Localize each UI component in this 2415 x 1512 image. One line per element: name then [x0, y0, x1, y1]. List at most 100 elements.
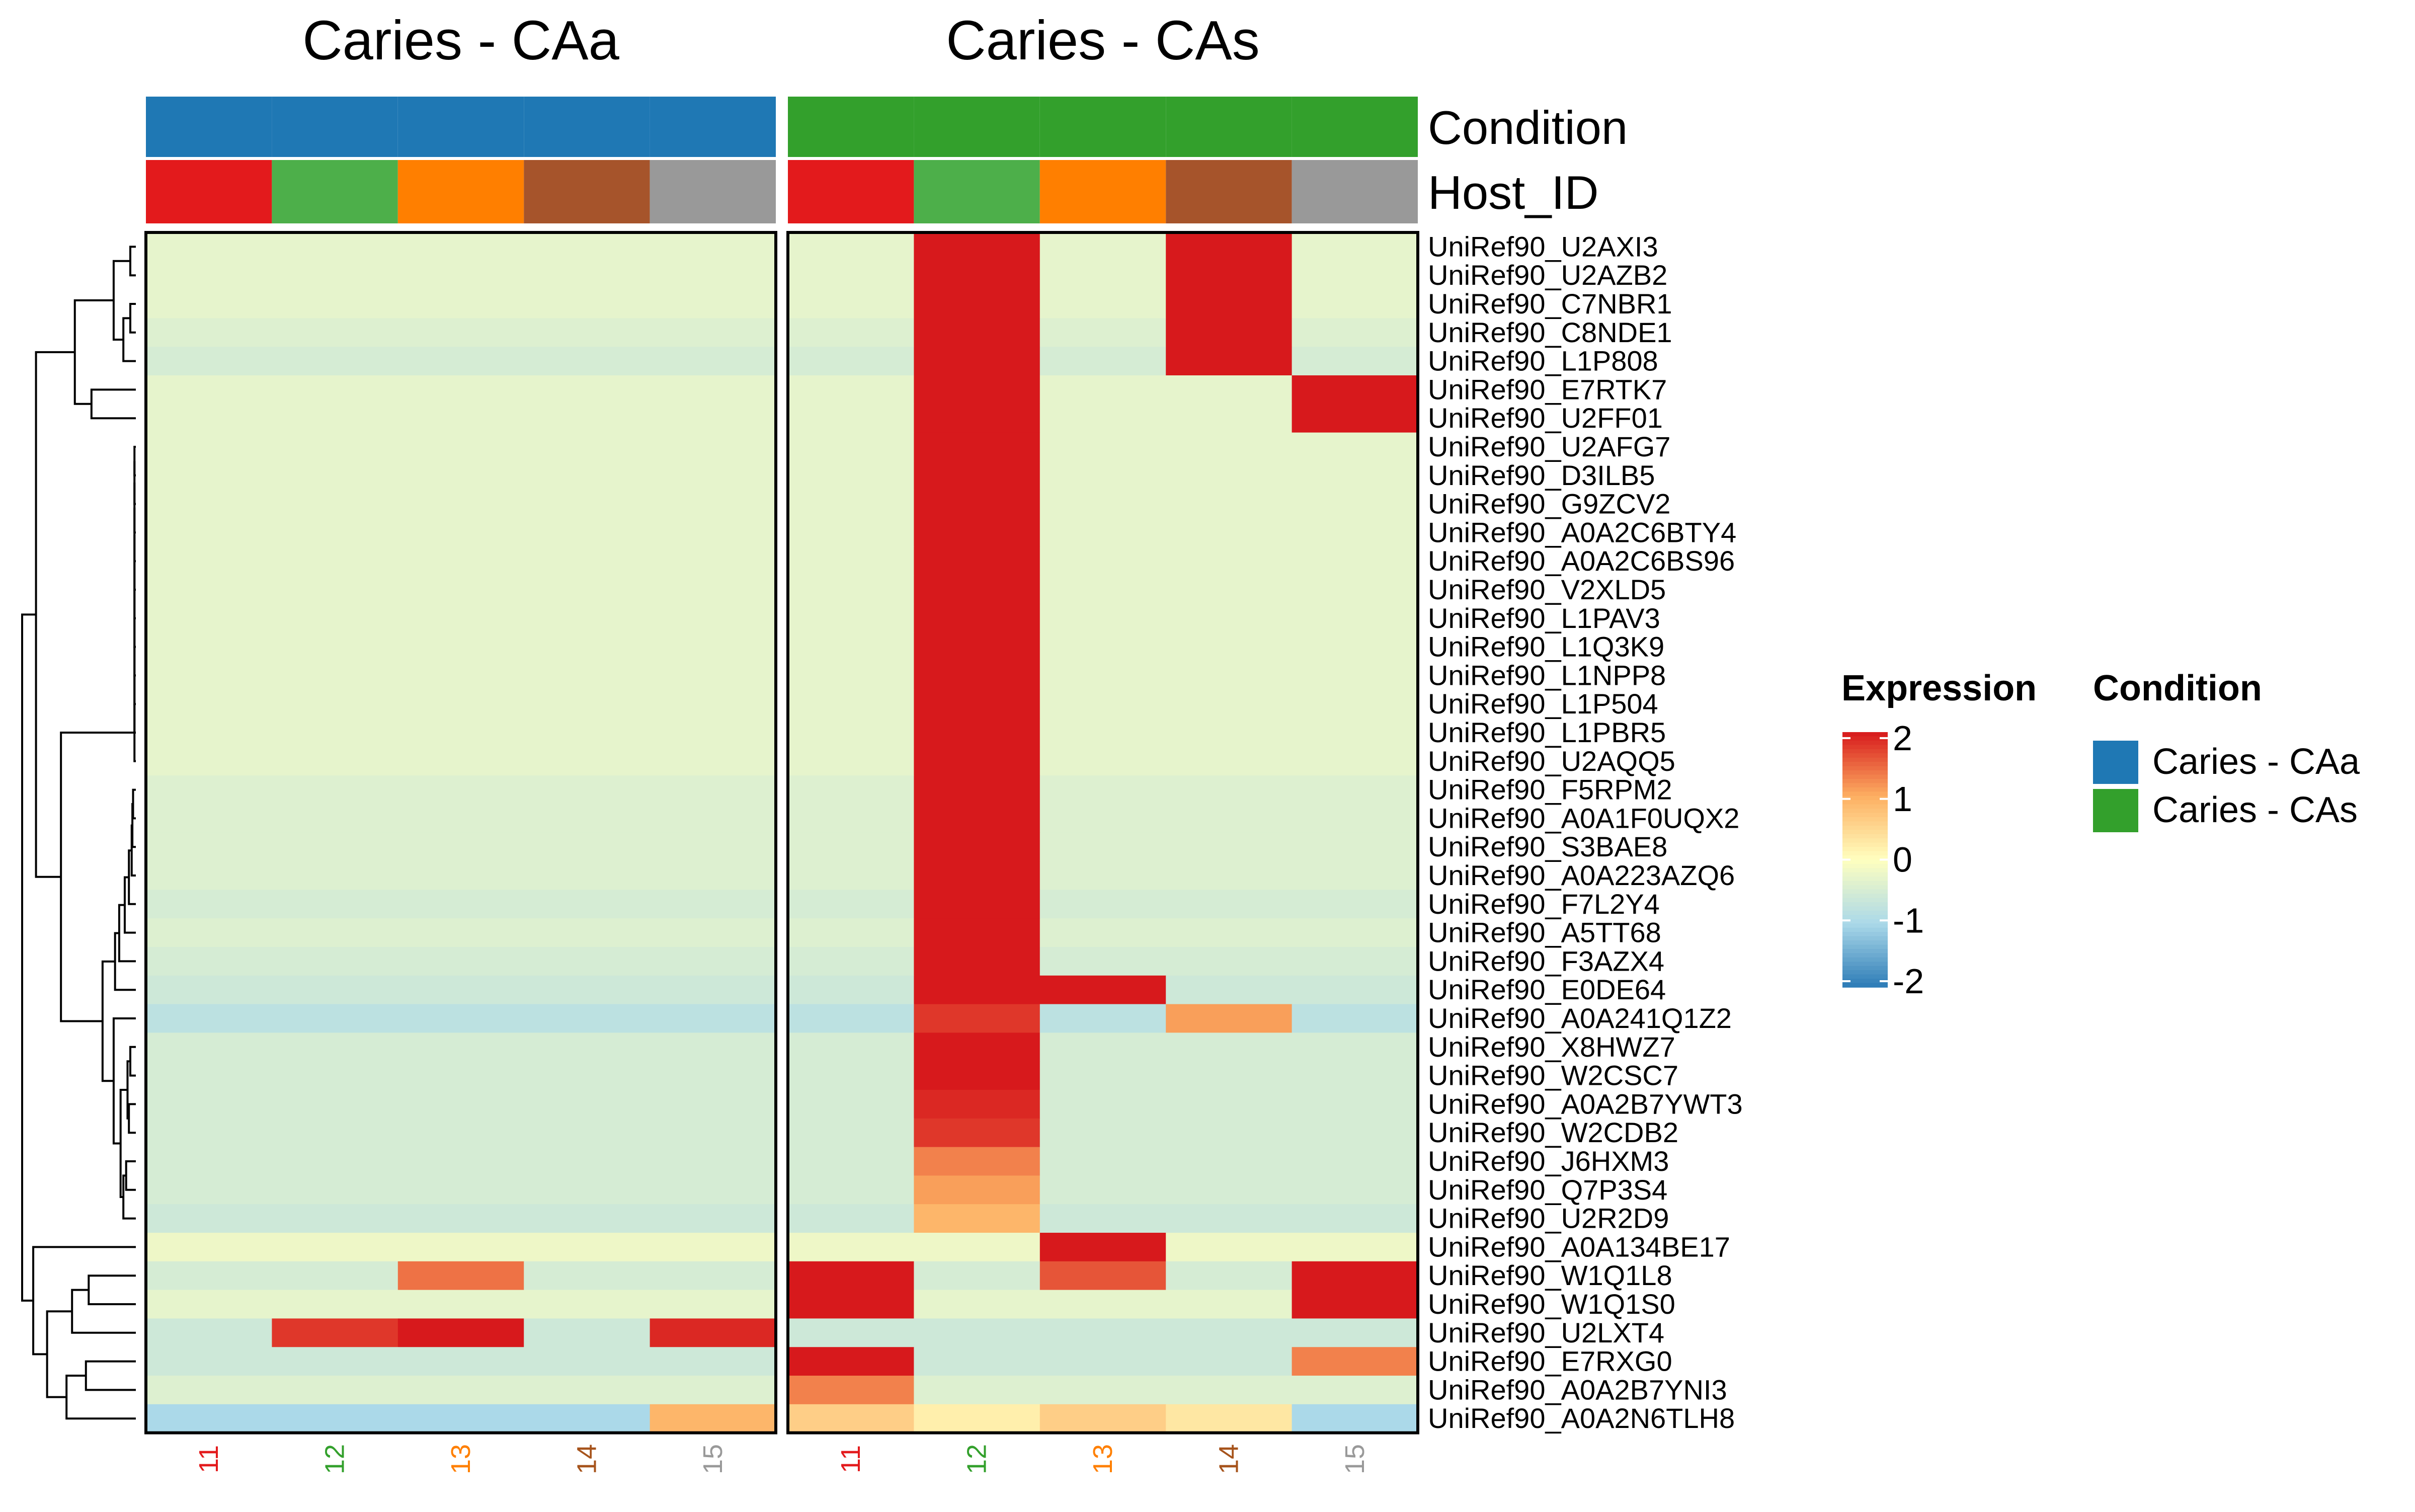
expression-legend-gradient — [1842, 851, 1888, 856]
heatmap-cell — [397, 461, 524, 490]
dendrogram-branch — [131, 803, 136, 848]
heatmap-cell — [397, 518, 524, 547]
dendrogram-branch — [32, 1246, 136, 1356]
heatmap-cell — [914, 975, 1040, 1005]
heatmap-cell — [272, 975, 398, 1005]
heatmap-cell — [524, 575, 651, 604]
heatmap-cell — [1166, 1318, 1293, 1347]
heatmap-cell — [397, 1147, 524, 1176]
expression-legend-gradient — [1842, 813, 1888, 818]
expression-legend-gradient — [1842, 842, 1888, 847]
heatmap-cell — [146, 804, 272, 833]
heatmap-cell — [272, 347, 398, 376]
heatmap-cell — [1166, 347, 1293, 376]
heatmap-cell — [914, 689, 1040, 719]
heatmap-cell — [914, 1404, 1040, 1434]
heatmap-cell — [272, 947, 398, 976]
heatmap-cell — [272, 546, 398, 576]
heatmap-cell — [146, 632, 272, 662]
heatmap-cell — [397, 1004, 524, 1033]
heatmap-cell — [914, 861, 1040, 890]
heatmap-cell — [650, 1261, 776, 1291]
heatmap-cell — [788, 975, 914, 1005]
row-label: UniRef90_U2FF01 — [1428, 402, 1663, 434]
heatmap-cell — [1292, 404, 1418, 433]
heatmap-cell — [397, 318, 524, 347]
heatmap-cell — [1292, 1376, 1418, 1405]
heatmap-cell — [272, 775, 398, 805]
heatmap-cell — [146, 1318, 272, 1347]
heatmap-cell — [650, 1318, 776, 1347]
expression-legend-gradient — [1842, 774, 1888, 779]
dendrogram-branch — [114, 932, 136, 991]
heatmap-cell — [272, 1376, 398, 1405]
heatmap-cell — [650, 890, 776, 919]
heatmap-cell — [1166, 975, 1293, 1005]
row-label: UniRef90_A0A2N6TLH8 — [1428, 1402, 1735, 1434]
condition-cell — [1039, 97, 1166, 157]
condition-legend-label: Caries - CAa — [2152, 742, 2360, 782]
heatmap-cell — [914, 318, 1040, 347]
heatmap-cell — [1166, 632, 1293, 662]
row-label: UniRef90_E7RXG0 — [1428, 1345, 1672, 1377]
heatmap-cell — [914, 1376, 1040, 1405]
row-label: UniRef90_X8HWZ7 — [1428, 1031, 1675, 1063]
heatmap-cell — [524, 318, 651, 347]
heatmap-cell — [650, 375, 776, 405]
heatmap-cell — [146, 1261, 272, 1291]
heatmap-cell — [397, 832, 524, 862]
heatmap-cell — [1292, 1090, 1418, 1119]
row-label: UniRef90_G9ZCV2 — [1428, 488, 1670, 520]
heatmap-cell — [650, 404, 776, 433]
host-id-cell — [1039, 160, 1166, 223]
expression-legend-tick-label: -2 — [1893, 962, 1924, 1001]
heatmap-cell — [1039, 289, 1166, 319]
heatmap-cell — [524, 1118, 651, 1148]
heatmap-cell — [146, 775, 272, 805]
expression-legend-gradient — [1842, 757, 1888, 762]
heatmap-cell — [1166, 232, 1293, 262]
dendrogram-branch — [21, 613, 36, 1302]
heatmap-cell — [914, 575, 1040, 604]
heatmap-cell — [914, 718, 1040, 747]
heatmap-cell — [524, 975, 651, 1005]
heatmap-cell — [914, 1233, 1040, 1262]
heatmap-cell — [1039, 1204, 1166, 1233]
heatmap-cell — [788, 1233, 914, 1262]
row-label: UniRef90_U2AZB2 — [1428, 259, 1667, 291]
expression-legend-gradient — [1842, 749, 1888, 754]
heatmap-cell — [788, 1376, 914, 1405]
heatmap-cell — [914, 1032, 1040, 1062]
heatmap-cell — [524, 632, 651, 662]
heatmap-cell — [650, 1204, 776, 1233]
heatmap-cell — [1039, 261, 1166, 290]
heatmap-cell — [650, 1061, 776, 1090]
heatmap-cell — [524, 490, 651, 519]
row-label: UniRef90_A0A1F0UQX2 — [1428, 802, 1739, 834]
dendrogram-branch — [132, 788, 136, 820]
heatmap-cell — [272, 604, 398, 633]
heatmap-cell — [650, 546, 776, 576]
heatmap-cell — [1292, 518, 1418, 547]
condition-cell — [788, 97, 914, 157]
heatmap-cell — [914, 347, 1040, 376]
row-label: UniRef90_A5TT68 — [1428, 917, 1661, 948]
row-label: UniRef90_Q7P3S4 — [1428, 1174, 1667, 1206]
heatmap-cell — [1039, 404, 1166, 433]
heatmap-cell — [1039, 1118, 1166, 1148]
heatmap-cell — [914, 404, 1040, 433]
expression-legend-gradient — [1842, 847, 1888, 852]
heatmap-cell — [650, 1175, 776, 1205]
row-label: UniRef90_U2AQQ5 — [1428, 745, 1675, 777]
heatmap-cell — [1292, 347, 1418, 376]
heatmap-cell — [1039, 518, 1166, 547]
heatmap-cell — [650, 1004, 776, 1033]
row-label: UniRef90_W1Q1S0 — [1428, 1288, 1675, 1320]
heatmap-cell — [914, 804, 1040, 833]
row-label: UniRef90_V2XLD5 — [1428, 574, 1666, 605]
heatmap-cell — [272, 1147, 398, 1176]
heatmap-cell — [524, 232, 651, 262]
heatmap-cell — [146, 861, 272, 890]
heatmap-cell — [272, 1004, 398, 1033]
